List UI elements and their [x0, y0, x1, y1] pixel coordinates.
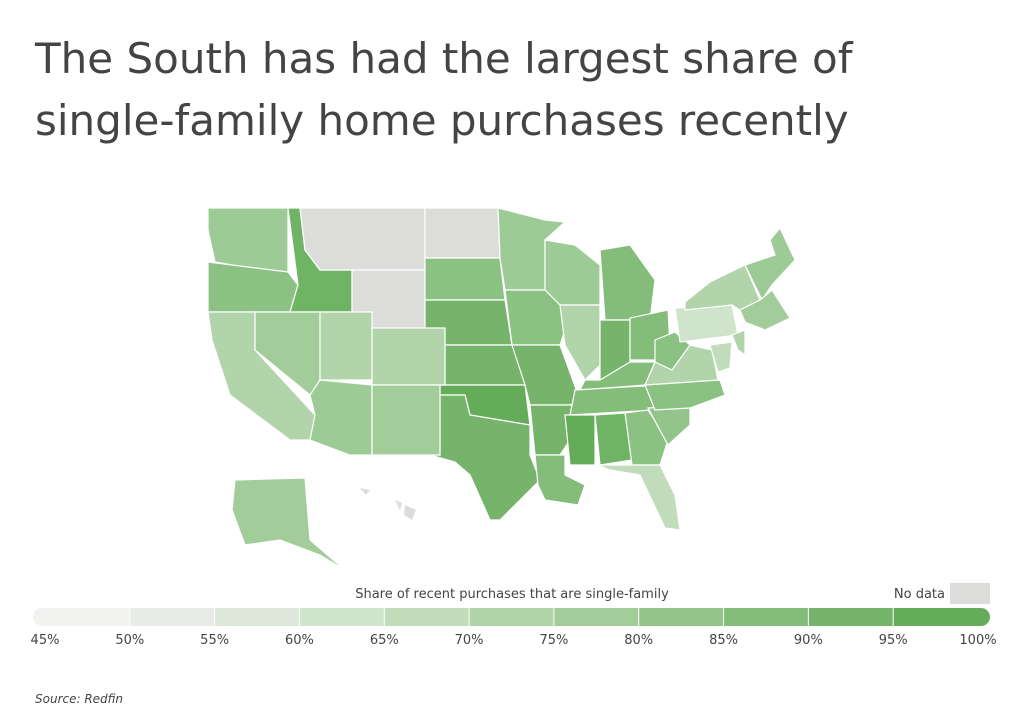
- title-line: The South has had the largest share of: [34, 34, 854, 83]
- legend-segment: [723, 608, 809, 626]
- legend-tick-label: 95%: [879, 633, 908, 648]
- source: Source: Redfin: [35, 692, 123, 706]
- no-data-label: No data: [894, 587, 945, 602]
- legend-tick-label: 75%: [539, 633, 568, 648]
- legend-tick-label: 80%: [624, 633, 653, 648]
- legend-segments: [33, 608, 990, 626]
- legend-tick-label: 65%: [370, 633, 399, 648]
- legend-tick-label: 70%: [455, 633, 484, 648]
- title-line: single-family home purchases recently: [35, 96, 849, 145]
- legend-segment: [33, 608, 130, 626]
- legend-tick-label: 85%: [709, 633, 738, 648]
- legend-segment: [893, 608, 990, 626]
- legend-segment: [299, 608, 385, 626]
- legend-segment: [214, 608, 300, 626]
- legend-segment: [384, 608, 470, 626]
- no-data-swatch: [950, 583, 990, 604]
- legend-tick-label: 100%: [959, 633, 996, 648]
- us-map: [207, 207, 796, 571]
- legend-segment: [553, 608, 639, 626]
- legend-segment: [808, 608, 894, 626]
- legend-title: Share of recent purchases that are singl…: [355, 587, 669, 602]
- legend-tick-label: 50%: [115, 633, 144, 648]
- legend-tick-label: 55%: [200, 633, 229, 648]
- legend-bar: 45% 50% 55% 60% 65% 70% 75% 80% 85% 90% 95% 100%: [31, 608, 997, 648]
- legend-tick-label: 45%: [31, 633, 60, 648]
- legend-tick-label: 60%: [285, 633, 314, 648]
- legend-segment: [638, 608, 724, 626]
- legend-segment: [469, 608, 554, 626]
- legend-segment: [129, 608, 215, 626]
- legend-tick-label: 90%: [794, 633, 823, 648]
